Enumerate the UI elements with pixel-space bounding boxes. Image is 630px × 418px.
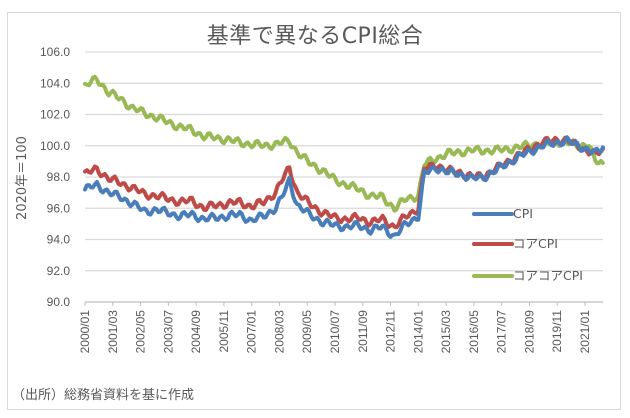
data-series — [83, 74, 605, 239]
y-tick-label: 98.0 — [47, 170, 71, 184]
x-tick-label: 2016/05 — [467, 310, 481, 354]
series-line — [83, 135, 605, 239]
legend-label: コアコアCPI — [513, 268, 583, 283]
x-axis: 2000/01 2001/03 2002/05 2003/07 2004/09 2005/… — [78, 301, 603, 354]
chart-frame — [7, 12, 621, 410]
x-tick-label: 2018/09 — [522, 310, 536, 354]
x-tick-label: 2005/11 — [217, 310, 231, 353]
x-tick-label: 2019/11 — [550, 310, 564, 353]
x-tick-label: 2015/03 — [439, 310, 453, 354]
x-tick-label: 2007/01 — [245, 310, 259, 354]
legend-label: CPI — [513, 206, 533, 221]
series-line — [83, 74, 605, 213]
x-tick-label: 2001/03 — [106, 310, 120, 354]
x-tick-label: 2011/09 — [356, 310, 370, 353]
y-tick-label: 104.0 — [40, 76, 70, 90]
y-tick-label: 90.0 — [47, 295, 71, 309]
source-note: （出所）総務省資料を基に作成 — [12, 388, 195, 403]
x-tick-label: 2010/07 — [328, 310, 342, 354]
x-tick-label: 2000/01 — [78, 310, 92, 354]
x-tick-label: 2012/11 — [384, 310, 398, 353]
x-tick-label: 2004/09 — [189, 310, 203, 354]
x-tick-label: 2009/05 — [300, 310, 314, 354]
x-tick-label: 2003/07 — [161, 310, 175, 354]
y-tick-label: 100.0 — [40, 139, 70, 153]
x-tick-label: 2017/07 — [495, 310, 509, 354]
y-axis-ticks: 106.0 104.0 102.0 100.0 98.0 96.0 94.0 92.0 90.0 — [40, 45, 70, 309]
legend-item: CPI — [472, 206, 533, 221]
legend: CPI コアCPI コアコアCPI — [472, 206, 583, 283]
legend-item: コアCPI — [472, 236, 558, 251]
y-tick-label: 96.0 — [47, 201, 71, 215]
x-tick-label: 2021/01 — [578, 310, 592, 354]
y-tick-label: 102.0 — [40, 108, 70, 122]
y-tick-label: 92.0 — [47, 264, 71, 278]
y-tick-label: 94.0 — [47, 233, 71, 247]
x-tick-label: 2008/03 — [272, 310, 286, 354]
legend-label: コアCPI — [513, 236, 558, 251]
x-tick-label: 2002/05 — [134, 310, 148, 354]
y-tick-label: 106.0 — [40, 45, 70, 59]
legend-item: コアコアCPI — [472, 268, 583, 283]
chart-title: 基準で異なるCPI総合 — [206, 24, 424, 49]
y-axis-label: 2020年＝100 — [15, 136, 30, 220]
x-tick-label: 2014/01 — [411, 310, 425, 354]
